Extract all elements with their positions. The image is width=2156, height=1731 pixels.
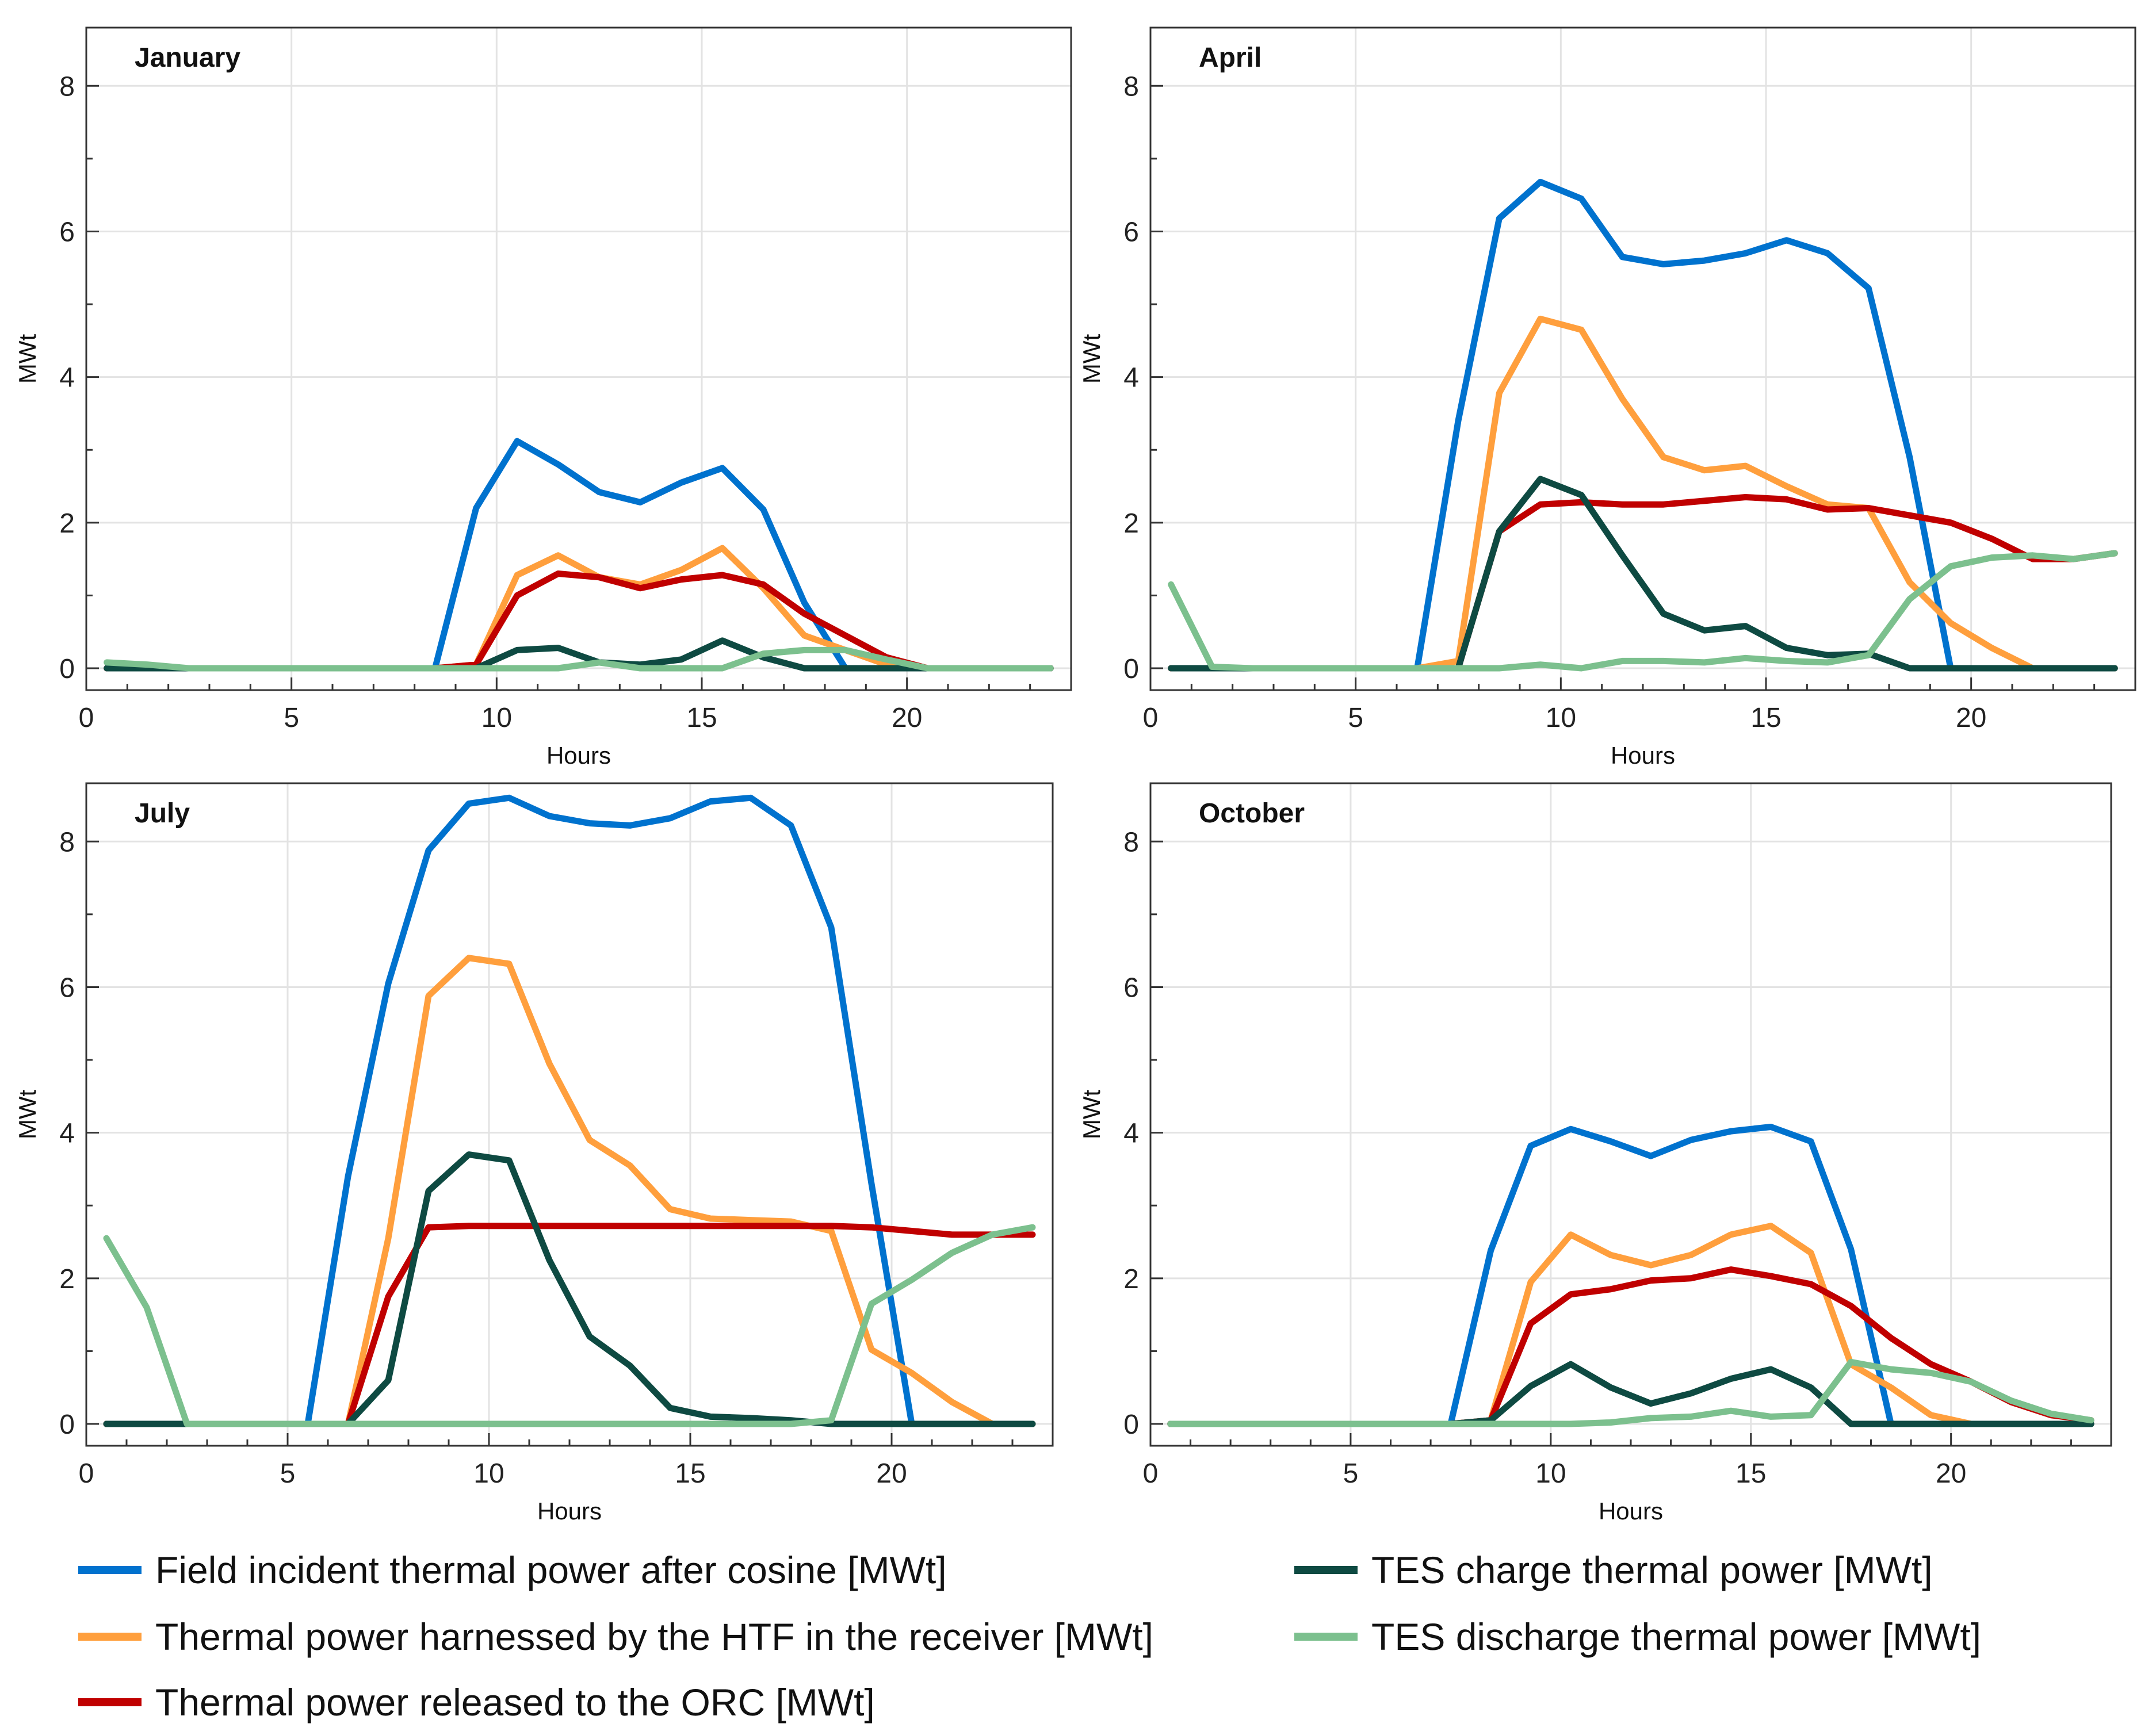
y-tick-label-8: 8	[1123, 71, 1139, 102]
chart-october: 0 5 10 15 20 0 2 4 6 8 Hours MWt October	[1078, 782, 2112, 1525]
x-tick-label-5: 5	[1343, 1458, 1359, 1489]
y-tick-label-4: 4	[1123, 363, 1139, 393]
y-tick-label-0: 0	[59, 654, 75, 684]
legend-label-tes-charge: TES charge thermal power [MWt]	[1371, 1549, 1933, 1591]
series-line-thermal-power-harnessed-by-the-htf-in-th	[103, 955, 1036, 1427]
series-line-tes-discharge-thermal-power-mwt	[104, 646, 1054, 672]
x-tick-label-10: 10	[473, 1458, 504, 1489]
plot-frame	[1149, 782, 2112, 1447]
y-tick-label-6: 6	[59, 972, 75, 1003]
y-axis-label: MWt	[1078, 1090, 1105, 1140]
y-tick-label-0: 0	[1123, 1410, 1139, 1440]
legend-item-tes-discharge: TES discharge thermal power [MWt]	[1294, 1608, 1981, 1665]
chart-april: 0 5 10 15 20 0 2 4 6 8 Hours MWt April	[1078, 26, 2136, 769]
panel-title: April	[1199, 43, 1262, 73]
chart-january: 0 5 10 15 20 0 2 4 6 8 Hours MWt January	[14, 26, 1072, 769]
x-tick-label-10: 10	[481, 703, 512, 733]
y-axis-label: MWt	[14, 1090, 41, 1140]
x-tick-label-5: 5	[284, 703, 299, 733]
x-tick-label-0: 0	[79, 1458, 94, 1489]
x-tick-label-20: 20	[1936, 1458, 1966, 1489]
plot-frame	[85, 26, 1072, 691]
legend-swatch-tes-charge	[1294, 1566, 1358, 1574]
y-tick-label-6: 6	[59, 217, 75, 247]
x-tick-label-15: 15	[1735, 1458, 1766, 1489]
plot-frame	[1149, 26, 2136, 691]
legend-swatch-htf-receiver	[78, 1633, 142, 1641]
x-tick-label-15: 15	[1750, 703, 1781, 733]
y-tick-label-8: 8	[1123, 827, 1139, 857]
plot-frame	[85, 782, 1054, 1447]
x-tick-label-0: 0	[1143, 1458, 1159, 1489]
legend: Field incident thermal power after cosin…	[0, 1518, 2156, 1728]
y-axis-label: MWt	[14, 334, 41, 384]
series-line-thermal-power-harnessed-by-the-htf-in-th	[104, 545, 1054, 672]
legend-label-htf-receiver: Thermal power harnessed by the HTF in th…	[155, 1615, 1153, 1658]
x-axis-label: Hours	[1611, 742, 1675, 769]
y-tick-label-0: 0	[1123, 654, 1139, 684]
legend-label-field-incident: Field incident thermal power after cosin…	[155, 1549, 947, 1591]
panel-title: October	[1199, 798, 1305, 829]
y-tick-label-4: 4	[59, 363, 75, 393]
series-line-thermal-power-harnessed-by-the-htf-in-th	[1168, 315, 2118, 672]
x-axis-label: Hours	[1599, 1498, 1663, 1525]
panel-title: January	[135, 43, 240, 73]
legend-item-tes-charge: TES charge thermal power [MWt]	[1294, 1541, 1933, 1599]
panel-title: July	[135, 798, 190, 829]
legend-swatch-field-incident	[78, 1566, 142, 1574]
series-line-field-incident-thermal-power-after-cosin	[103, 794, 1036, 1427]
y-tick-label-6: 6	[1123, 972, 1139, 1003]
series-line-thermal-power-released-to-the-orc-mwt	[1167, 1266, 2094, 1427]
x-tick-label-15: 15	[686, 703, 717, 733]
series-line-tes-discharge-thermal-power-mwt	[103, 1224, 1036, 1427]
x-tick-label-20: 20	[876, 1458, 907, 1489]
legend-item-htf-receiver: Thermal power harnessed by the HTF in th…	[78, 1608, 1153, 1665]
y-tick-label-2: 2	[1123, 508, 1139, 539]
y-axis-label: MWt	[1078, 334, 1105, 384]
x-tick-label-5: 5	[1348, 703, 1363, 733]
series-line-tes-discharge-thermal-power-mwt	[1167, 1358, 2094, 1427]
y-tick-label-8: 8	[59, 827, 75, 857]
y-tick-label-4: 4	[1123, 1119, 1139, 1149]
x-tick-label-10: 10	[1535, 1458, 1566, 1489]
chart-july: 0 5 10 15 20 0 2 4 6 8 Hours MWt July	[14, 782, 1054, 1525]
y-tick-label-2: 2	[59, 1264, 75, 1295]
y-tick-label-0: 0	[59, 1410, 75, 1440]
legend-swatch-tes-discharge	[1294, 1633, 1358, 1641]
x-tick-label-15: 15	[675, 1458, 705, 1489]
x-axis-label: Hours	[537, 1498, 602, 1525]
y-tick-label-4: 4	[59, 1119, 75, 1149]
x-tick-label-20: 20	[892, 703, 922, 733]
x-tick-label-20: 20	[1956, 703, 1986, 733]
legend-item-orc-release: Thermal power released to the ORC [MWt]	[78, 1673, 875, 1731]
x-tick-label-0: 0	[1143, 703, 1159, 733]
series-line-tes-discharge-thermal-power-mwt	[1168, 550, 2118, 672]
legend-item-field-incident: Field incident thermal power after cosin…	[78, 1541, 947, 1599]
x-axis-label: Hours	[546, 742, 611, 769]
x-tick-label-10: 10	[1546, 703, 1576, 733]
y-tick-label-2: 2	[59, 508, 75, 539]
y-tick-label-8: 8	[59, 71, 75, 102]
legend-swatch-orc-release	[78, 1698, 142, 1706]
x-tick-label-5: 5	[280, 1458, 296, 1489]
y-tick-label-2: 2	[1123, 1264, 1139, 1295]
x-tick-label-0: 0	[79, 703, 94, 733]
series-line-field-incident-thermal-power-after-cosin	[104, 438, 1054, 672]
legend-label-orc-release: Thermal power released to the ORC [MWt]	[155, 1681, 875, 1724]
y-tick-label-6: 6	[1123, 217, 1139, 247]
legend-label-tes-discharge: TES discharge thermal power [MWt]	[1371, 1615, 1981, 1658]
